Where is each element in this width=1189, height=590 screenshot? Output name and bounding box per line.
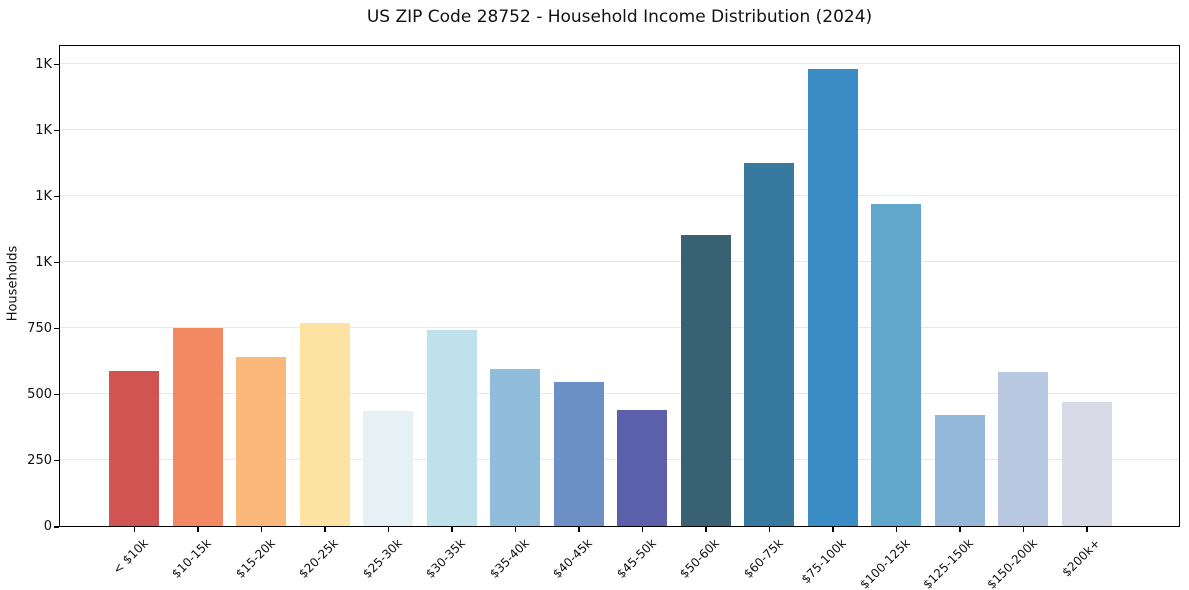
bar-$75-100k xyxy=(807,68,858,526)
y-tick-mark xyxy=(54,261,59,264)
x-tick-mark xyxy=(768,527,771,532)
y-tick-mark xyxy=(54,526,59,528)
x-tick-label: < $10k xyxy=(109,536,151,577)
y-tick-label: 1K xyxy=(35,254,52,270)
gridline xyxy=(60,326,1179,328)
x-tick-mark xyxy=(959,527,961,532)
y-tick-mark xyxy=(54,327,59,330)
x-tick-mark xyxy=(705,527,707,532)
x-tick-label: $25-30k xyxy=(359,536,405,581)
bar-$30-35k xyxy=(426,329,477,526)
x-tick-label: $75-100k xyxy=(798,536,849,587)
x-tick-mark xyxy=(641,527,644,532)
plot-area xyxy=(59,45,1180,527)
bar-$20-25k xyxy=(299,323,350,526)
gridline xyxy=(60,62,1179,64)
bar-$45-50k xyxy=(617,410,667,526)
y-tick-mark xyxy=(54,195,59,198)
bar-$150-200k xyxy=(998,372,1048,526)
x-tick-mark xyxy=(451,527,453,532)
bar-$35-40k xyxy=(490,368,540,526)
x-tick-mark xyxy=(387,527,390,532)
bar-$15-20k xyxy=(236,356,286,526)
y-tick-label: 1K xyxy=(35,56,52,72)
y-tick-label: 500 xyxy=(27,386,52,402)
y-tick-mark xyxy=(54,63,59,66)
x-tick-mark xyxy=(260,527,263,532)
bar-< $10k xyxy=(109,370,159,526)
y-tick-label: 750 xyxy=(27,320,52,336)
y-tick-label: 1K xyxy=(35,122,52,138)
gridline xyxy=(60,393,1179,394)
x-tick-mark xyxy=(514,527,517,532)
bar-$125-150k xyxy=(934,415,985,526)
gridline xyxy=(60,128,1179,130)
y-tick-mark xyxy=(54,129,59,132)
gridline xyxy=(60,260,1179,262)
x-tick-label: $20-25k xyxy=(296,536,341,581)
x-tick-label: $125-150k xyxy=(920,536,976,590)
bar-$100-125k xyxy=(871,203,921,526)
bar-$40-45k xyxy=(553,382,604,526)
x-tick-mark xyxy=(832,527,834,532)
x-tick-label: $10-15k xyxy=(169,536,214,581)
bar-$10-15k xyxy=(172,327,223,526)
gridline xyxy=(60,194,1179,196)
x-tick-label: $35-40k xyxy=(486,536,532,581)
x-tick-label: $150-200k xyxy=(983,536,1040,590)
y-tick-mark xyxy=(54,459,59,462)
x-tick-mark xyxy=(1022,527,1025,532)
x-tick-label: $40-45k xyxy=(550,536,595,581)
x-tick-label: $30-35k xyxy=(423,536,468,581)
y-tick-mark xyxy=(54,393,59,396)
y-tick-label: 0 xyxy=(43,519,52,534)
x-tick-label: $60-75k xyxy=(740,536,786,581)
y-tick-label: 250 xyxy=(27,452,52,468)
bar-$200k+ xyxy=(1061,401,1112,526)
x-tick-mark xyxy=(578,527,580,532)
x-tick-label: $200k+ xyxy=(1059,536,1103,580)
x-tick-mark xyxy=(1086,527,1088,532)
x-tick-label: $15-20k xyxy=(232,536,278,581)
x-tick-mark xyxy=(895,527,898,532)
x-tick-label: $45-50k xyxy=(613,536,659,581)
x-tick-label: $50-60k xyxy=(677,536,722,581)
y-tick-label: 1K xyxy=(35,188,52,204)
bar-$50-60k xyxy=(680,234,731,526)
x-tick-mark xyxy=(324,527,326,532)
x-tick-label: $100-125k xyxy=(856,536,913,590)
x-tick-mark xyxy=(197,527,199,532)
x-tick-mark xyxy=(133,527,136,532)
bar-$60-75k xyxy=(744,163,794,526)
bar-$25-30k xyxy=(363,411,413,526)
chart-title: US ZIP Code 28752 - Household Income Dis… xyxy=(366,7,873,27)
